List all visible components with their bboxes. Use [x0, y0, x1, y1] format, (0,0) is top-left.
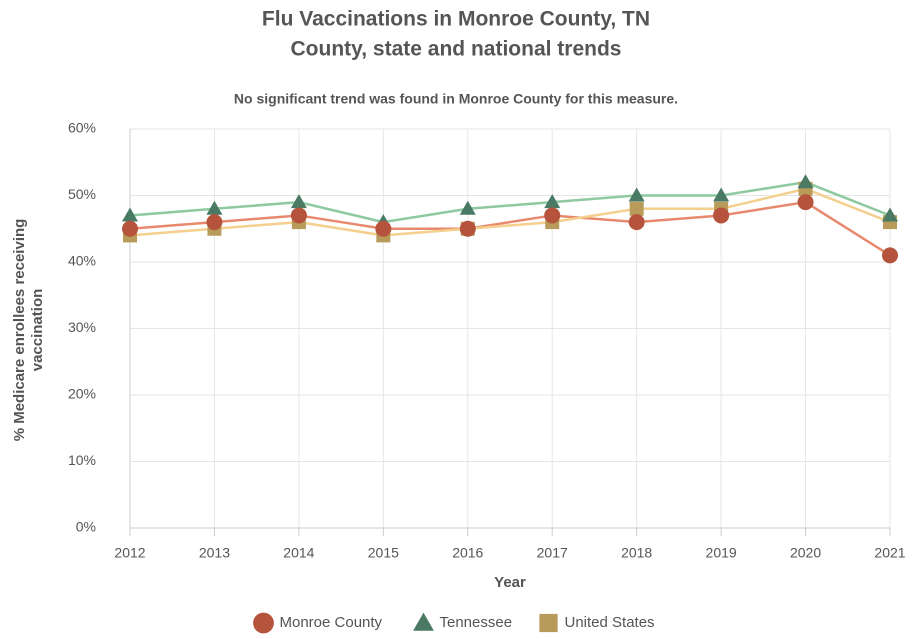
- marker: [629, 201, 644, 216]
- marker: [628, 214, 645, 231]
- marker: [206, 214, 223, 231]
- y-tick-label: 30%: [68, 319, 96, 335]
- y-tick-label: 20%: [68, 386, 96, 402]
- x-tick-label: 2015: [368, 545, 399, 561]
- y-tick-label: 40%: [68, 253, 96, 269]
- x-tick-label: 2018: [621, 545, 652, 561]
- x-tick-label: 2014: [283, 545, 314, 561]
- y-axis-label: vaccination: [29, 289, 46, 372]
- y-axis-label: % Medicare enrollees receiving: [11, 219, 28, 442]
- x-tick-label: 2013: [199, 545, 230, 561]
- marker: [206, 200, 223, 215]
- chart-title: Flu Vaccinations in Monroe County, TN: [262, 8, 650, 31]
- x-tick-label: 2020: [790, 545, 821, 561]
- legend-marker: [413, 612, 434, 631]
- marker: [122, 207, 138, 222]
- marker: [290, 194, 307, 209]
- series-line: [129, 180, 891, 224]
- marker: [544, 207, 561, 224]
- marker: [797, 174, 814, 189]
- x-tick-label: 2012: [114, 545, 145, 561]
- y-tick-label: 10%: [68, 452, 96, 468]
- x-tick-label: 2017: [537, 545, 568, 561]
- x-tick-label: 2021: [874, 545, 905, 561]
- y-tick-label: 60%: [68, 120, 96, 136]
- series-line: [129, 187, 891, 237]
- marker: [713, 207, 730, 224]
- marker: [290, 207, 307, 224]
- legend-marker: [253, 612, 274, 634]
- marker: [713, 187, 730, 202]
- x-axis-label: Year: [494, 574, 526, 591]
- marker: [459, 200, 476, 215]
- marker: [628, 187, 645, 202]
- y-tick-label: 0%: [76, 519, 96, 535]
- y-tick-label: 50%: [68, 186, 96, 202]
- marker: [122, 220, 138, 237]
- marker: [544, 194, 561, 209]
- marker: [882, 247, 898, 264]
- chart-title: County, state and national trends: [291, 38, 622, 61]
- x-tick-label: 2016: [452, 545, 483, 561]
- marker: [797, 194, 814, 211]
- series-line: [129, 200, 891, 257]
- marker: [882, 207, 898, 222]
- legend-marker: [539, 613, 558, 633]
- legend-label: Monroe County: [280, 614, 383, 631]
- legend-label: United States: [565, 614, 655, 631]
- marker: [375, 220, 392, 237]
- marker: [459, 220, 476, 237]
- x-tick-label: 2019: [706, 545, 737, 561]
- legend-label: Tennessee: [440, 614, 513, 631]
- chart-subtitle: No significant trend was found in Monroe…: [234, 91, 678, 107]
